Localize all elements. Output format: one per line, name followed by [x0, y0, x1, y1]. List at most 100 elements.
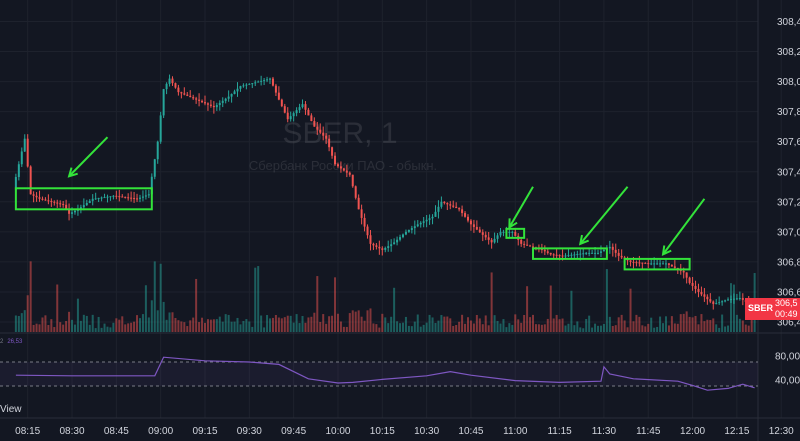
volume-bar [390, 316, 393, 332]
volume-bar [133, 321, 136, 332]
time-tick-label: 11:15 [547, 426, 572, 437]
candle-body [124, 196, 127, 198]
candle-body [425, 219, 428, 222]
candle-body [212, 105, 215, 108]
volume-bar [597, 325, 600, 332]
candle-body [659, 263, 662, 265]
volume-bar [611, 325, 614, 332]
candle-body [466, 216, 469, 221]
candle-body [493, 238, 496, 243]
rsi-tick-label: 40,00 [775, 376, 800, 387]
candle-body [112, 195, 115, 197]
volume-bar [180, 321, 183, 332]
volume-bar [623, 320, 626, 332]
candle-body [147, 194, 150, 196]
volume-bar [679, 314, 682, 332]
candle-body [520, 239, 523, 244]
volume-bar [724, 326, 727, 332]
view-label: View [0, 404, 22, 415]
volume-bar [23, 310, 26, 332]
volume-bar [561, 318, 564, 332]
volume-bar [286, 315, 289, 332]
volume-bar [537, 324, 540, 332]
volume-bar [136, 315, 139, 332]
volume-bar [715, 324, 718, 332]
candle-body [153, 159, 156, 177]
candle-body [47, 200, 50, 202]
candle-body [703, 294, 706, 297]
candle-body [307, 109, 310, 116]
candle-body [549, 252, 552, 255]
candle-body [428, 218, 431, 220]
volume-bar [709, 320, 712, 332]
volume-bar [115, 318, 118, 332]
volume-bar [44, 315, 47, 332]
volume-bar [626, 327, 629, 332]
rsi-pane [0, 356, 758, 391]
candle-body [85, 203, 88, 206]
candle-body [697, 288, 700, 292]
volume-bar [721, 314, 724, 332]
candle-body [26, 138, 29, 167]
volume-bar [662, 323, 665, 332]
volume-bar [570, 290, 573, 332]
candle-body [325, 135, 328, 139]
price-tick-label: 307,60 [777, 137, 800, 148]
volume-bar [564, 325, 567, 332]
candle-body [567, 255, 570, 257]
time-tick-label: 11:30 [592, 426, 617, 437]
candle-body [487, 237, 490, 240]
candle-body [555, 254, 558, 256]
volume-bar [198, 322, 201, 332]
volume-bar [212, 319, 215, 332]
volume-bar [242, 320, 245, 332]
volume-bar [68, 311, 71, 332]
rsi-legend: 2 26,53 [0, 339, 22, 345]
candle-body [443, 201, 446, 204]
volume-bar [174, 318, 177, 332]
volume-bar [254, 267, 257, 332]
candle-body [360, 209, 363, 218]
volume-bar [14, 315, 17, 332]
volume-bar [478, 318, 481, 332]
candle-body [274, 85, 277, 93]
candle-body [198, 99, 201, 101]
candle-body [245, 84, 248, 86]
volume-bar [274, 315, 277, 332]
highlight-box [532, 247, 608, 260]
candle-body [280, 99, 283, 107]
volume-bar [168, 312, 171, 332]
arrow-shaft [508, 186, 534, 228]
candle-body [685, 272, 688, 278]
volume-bar [47, 324, 50, 332]
candle-body [422, 221, 425, 223]
candle-body [50, 201, 53, 203]
volume-bar [422, 324, 425, 332]
volume-bar [508, 323, 511, 332]
volume-bar [407, 325, 410, 332]
volume-bar [348, 313, 351, 332]
candle-body [591, 252, 594, 254]
volume-bar [298, 323, 301, 332]
volume-bar [103, 323, 106, 332]
volume-bar [118, 319, 121, 332]
volume-bar [339, 321, 342, 332]
candle-body [499, 231, 502, 236]
candle-body [496, 235, 499, 239]
volume-bar [130, 322, 133, 332]
candle-body [434, 211, 437, 217]
volume-bar [292, 322, 295, 332]
candle-body [407, 229, 410, 232]
volume-bar [53, 327, 56, 332]
candle-body [475, 226, 478, 230]
volume-bar [336, 313, 339, 332]
volume-bar [106, 326, 109, 332]
volume-bar [546, 318, 549, 332]
time-tick-label: 12:15 [724, 426, 749, 437]
volume-bar [599, 325, 602, 332]
candle-body [53, 201, 56, 203]
volume-bar [706, 319, 709, 332]
candle-body [614, 249, 617, 253]
time-tick-label: 08:15 [15, 426, 40, 437]
